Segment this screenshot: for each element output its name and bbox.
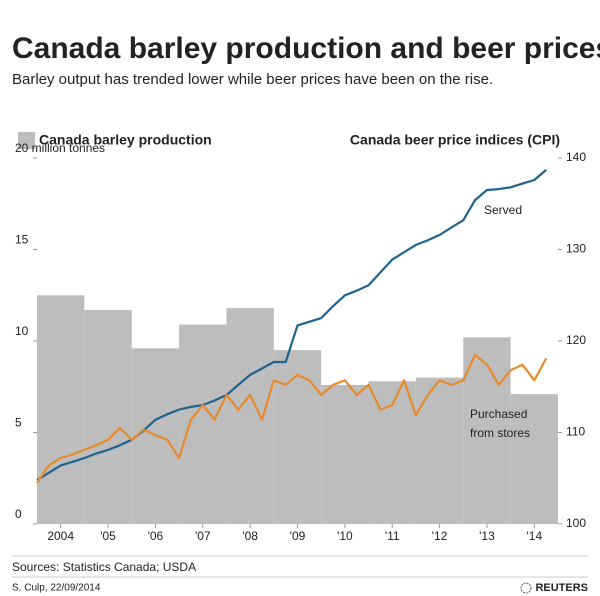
- y-tick-label: 10: [15, 324, 29, 338]
- source: Sources: Statistics Canada; USDA: [12, 560, 196, 574]
- bar: [273, 350, 322, 524]
- annotation: Served: [484, 203, 522, 217]
- annotation: from stores: [470, 426, 530, 440]
- bar: [510, 394, 558, 524]
- brand-logo: [520, 582, 532, 594]
- legend-swatch: [18, 132, 35, 149]
- left-axis-header: Canada barley production: [39, 132, 212, 148]
- y-tick-label: 20 million tonnes: [15, 141, 105, 155]
- x-tick-label: '11: [385, 529, 400, 543]
- y2-tick-label: 130: [566, 242, 586, 256]
- x-tick-label: '09: [290, 529, 306, 543]
- x-tick-label: '10: [337, 529, 353, 543]
- y-tick-label: 0: [15, 507, 22, 521]
- bar: [84, 309, 132, 524]
- bar: [226, 308, 274, 524]
- y-tick-label: 15: [15, 233, 29, 247]
- y2-tick-label: 100: [566, 516, 586, 530]
- right-axis-header: Canada beer price indices (CPI): [350, 132, 560, 148]
- x-tick-label: '13: [479, 529, 495, 543]
- bar: [37, 295, 85, 524]
- chart-subtitle: Barley output has trended lower while be…: [12, 71, 493, 88]
- x-tick-label: '05: [100, 529, 116, 543]
- x-tick-label: '14: [526, 529, 542, 543]
- y-tick-label: 5: [15, 416, 22, 430]
- y2-tick-label: 110: [566, 425, 585, 439]
- bar: [463, 337, 511, 524]
- brand: REUTERS: [535, 582, 588, 594]
- chart-title: Canada barley production and beer prices: [12, 32, 600, 65]
- line-series: [36, 353, 548, 484]
- x-tick-label: '07: [195, 529, 211, 543]
- bar: [415, 377, 464, 524]
- bar: [321, 384, 369, 524]
- annotation: Purchased: [470, 407, 527, 421]
- credit: S. Culp, 22/09/2014: [12, 583, 101, 594]
- y2-tick-label: 140: [566, 150, 586, 164]
- x-tick-label: 2004: [47, 529, 74, 543]
- x-tick-label: '08: [242, 529, 258, 543]
- y2-tick-label: 120: [566, 333, 586, 347]
- x-tick-label: '12: [432, 529, 448, 543]
- x-tick-label: '06: [148, 529, 164, 543]
- line-series: [36, 169, 547, 482]
- bar: [179, 324, 227, 524]
